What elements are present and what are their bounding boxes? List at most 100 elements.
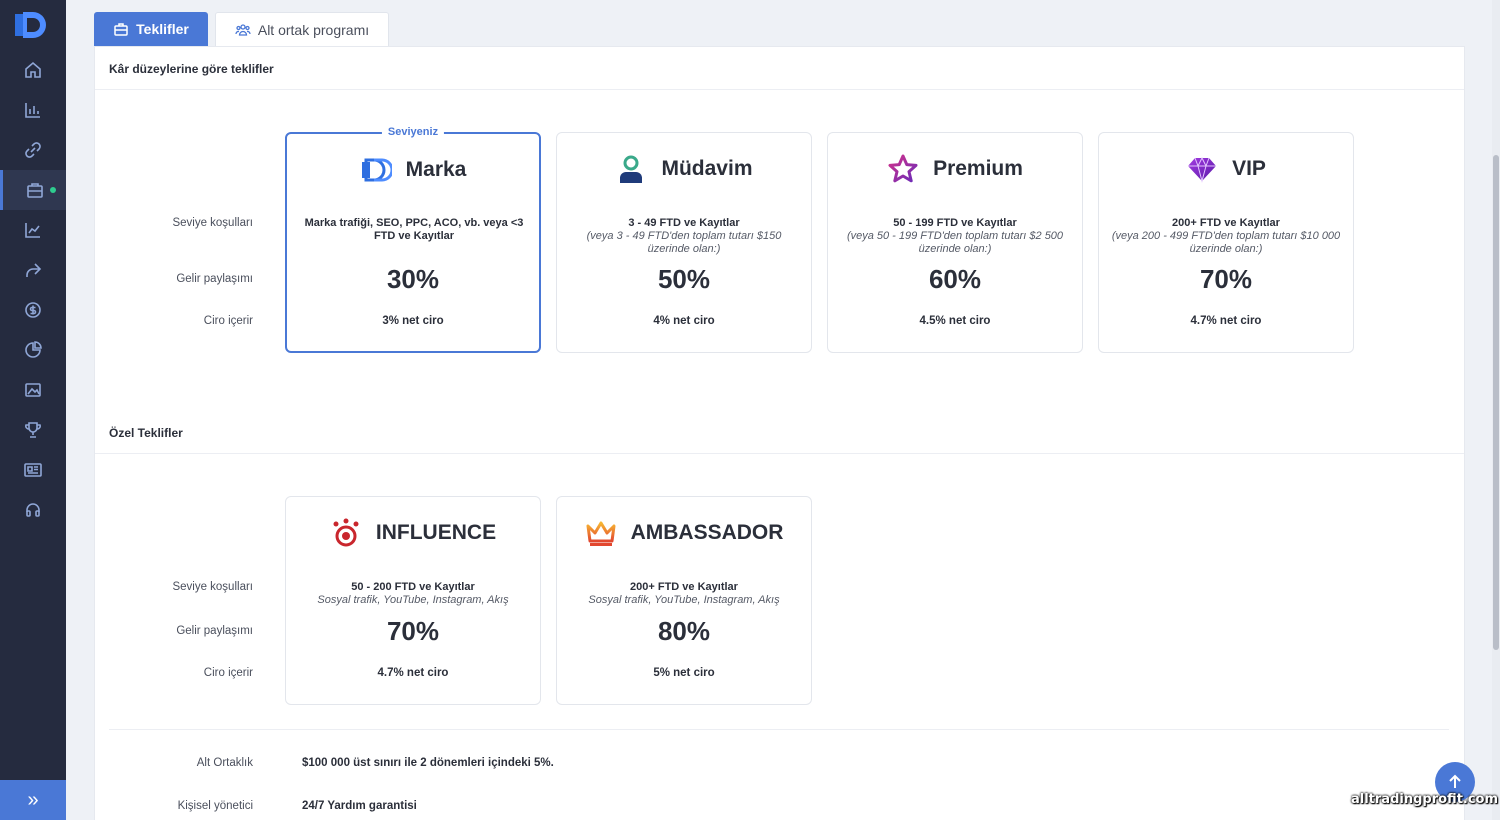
briefcase-icon <box>26 183 43 198</box>
scroll-to-top-button[interactable] <box>1435 762 1475 802</box>
row-label-revenue-share: Gelir paylaşımı <box>176 273 253 285</box>
personal-manager-label: Kişisel yönetici <box>177 800 253 812</box>
row-label-revenue-share: Gelir paylaşımı <box>176 625 253 637</box>
user-icon <box>620 155 643 183</box>
scrollbar-thumb[interactable] <box>1493 155 1499 650</box>
sub-affiliate-value: $100 000 üst sınırı ile 2 dönemleri için… <box>302 757 554 769</box>
level-card-marka[interactable]: Seviyeniz Marka Marka trafiği, SEO, PPC,… <box>285 126 541 353</box>
tab-label: Teklifler <box>136 21 189 37</box>
brand-logo-icon[interactable] <box>15 10 51 40</box>
turnover-value: 4.7% net ciro <box>377 667 449 679</box>
current-level-badge: Seviyeniz <box>381 126 445 138</box>
turnover-value: 5% net ciro <box>653 667 715 679</box>
briefcase-icon <box>114 23 128 36</box>
row-label-conditions: Seviye koşulları <box>172 217 253 229</box>
personal-manager-value: 24/7 Yardım garantisi <box>302 800 417 812</box>
offer-name: INFLUENCE <box>375 521 497 544</box>
level-card-mudavim[interactable]: Müdavim 3 - 49 FTD ve Kayıtlar (veya 3 -… <box>556 132 812 353</box>
image-icon <box>25 383 41 397</box>
level-card-vip[interactable]: VIP 200+ FTD ve Kayıtlar (veya 200 - 499… <box>1098 132 1354 353</box>
turnover-value: 3% net ciro <box>382 315 444 327</box>
double-chevron-right-icon: » <box>27 788 39 811</box>
tab-offers[interactable]: Teklifler <box>94 12 208 46</box>
arrow-up-icon <box>1449 774 1461 788</box>
level-conditions: 3 - 49 FTD ve Kayıtlar (veya 3 - 49 FTD'… <box>569 217 799 256</box>
revenue-share-value: 70% <box>386 616 440 646</box>
conditions-sub: (veya 50 - 199 FTD'den toplam tutarı $2 … <box>846 230 1064 255</box>
tab-label: Alt ortak programı <box>257 21 370 38</box>
divider <box>95 89 1464 90</box>
offer-conditions: 50 - 200 FTD ve Kayıtlar Sosyal trafik, … <box>298 581 528 607</box>
divider <box>95 453 1464 454</box>
offer-conditions: 200+ FTD ve Kayıtlar Sosyal trafik, YouT… <box>569 581 799 607</box>
star-icon <box>888 154 918 183</box>
revenue-share-value: 80% <box>657 616 711 646</box>
level-conditions: 50 - 199 FTD ve Kayıtlar (veya 50 - 199 … <box>840 217 1070 256</box>
level-conditions: 200+ FTD ve Kayıtlar (veya 200 - 499 FTD… <box>1111 217 1341 256</box>
nav-offers[interactable] <box>0 170 66 210</box>
revenue-share-value: 30% <box>386 264 440 294</box>
nav-links[interactable] <box>0 130 66 170</box>
conditions-main: 50 - 199 FTD ve Kayıtlar <box>893 217 1017 229</box>
turnover-value: 4.5% net ciro <box>919 315 991 327</box>
turnover-value: 4% net ciro <box>653 315 715 327</box>
crown-icon <box>586 521 616 546</box>
nav-home[interactable] <box>0 50 66 90</box>
conditions-sub: (veya 3 - 49 FTD'den toplam tutarı $150 … <box>586 230 782 255</box>
influence-icon <box>333 518 359 547</box>
sidebar-collapse-button[interactable]: » <box>0 780 66 820</box>
special-card-influence[interactable]: INFLUENCE 50 - 200 FTD ve Kayıtlar Sosya… <box>285 496 541 705</box>
trend-line-icon <box>25 223 40 238</box>
conditions-sub: Sosyal trafik, YouTube, Instagram, Akış <box>317 594 509 606</box>
profit-levels-title: Kâr düzeylerine göre teklifler <box>109 62 274 76</box>
nav-support[interactable] <box>0 490 66 530</box>
nav-trends[interactable] <box>0 210 66 250</box>
tab-sub-affiliate[interactable]: Alt ortak programı <box>215 12 389 46</box>
conditions-main: 3 - 49 FTD ve Kayıtlar <box>628 217 740 229</box>
users-icon <box>235 23 251 36</box>
revenue-share-value: 60% <box>928 264 982 294</box>
special-card-ambassador[interactable]: AMBASSADOR 200+ FTD ve Kayıtlar Sosyal t… <box>556 496 812 705</box>
newspaper-icon <box>24 463 42 477</box>
level-name: Marka <box>405 158 467 181</box>
row-label-conditions: Seviye koşulları <box>172 581 253 593</box>
nav-news[interactable] <box>0 450 66 490</box>
nav-contests[interactable] <box>0 410 66 450</box>
level-conditions: Marka trafiği, SEO, PPC, ACO, vb. veya <… <box>299 217 529 243</box>
conditions-main: 200+ FTD ve Kayıtlar <box>1172 217 1280 229</box>
offer-name: AMBASSADOR <box>630 521 784 544</box>
nav-reports[interactable] <box>0 330 66 370</box>
nav-statistics[interactable] <box>0 90 66 130</box>
home-icon <box>25 61 41 78</box>
dollar-coin-icon <box>25 302 41 318</box>
conditions-main: 50 - 200 FTD ve Kayıtlar <box>351 581 475 593</box>
row-label-turnover: Ciro içerir <box>203 315 253 327</box>
level-name: VIP <box>1232 157 1266 180</box>
offers-panel: Kâr düzeylerine göre teklifler Seviye ko… <box>94 46 1465 820</box>
divider <box>109 729 1449 730</box>
headset-icon <box>26 503 40 517</box>
conditions-main: 200+ FTD ve Kayıtlar <box>630 581 738 593</box>
nav-payments[interactable] <box>0 290 66 330</box>
nav-promo[interactable] <box>0 370 66 410</box>
page-scrollbar[interactable] <box>1492 0 1500 820</box>
diamond-icon <box>1188 156 1217 183</box>
conditions-sub: (veya 200 - 499 FTD'den toplam tutarı $1… <box>1111 230 1341 255</box>
marka-logo-icon <box>361 158 392 182</box>
sidebar: » <box>0 0 66 820</box>
turnover-value: 4.7% net ciro <box>1190 315 1262 327</box>
pie-chart-icon <box>25 341 42 358</box>
level-card-premium[interactable]: Premium 50 - 199 FTD ve Kayıtlar (veya 5… <box>827 132 1083 353</box>
active-indicator-dot <box>50 187 56 193</box>
nav-share[interactable] <box>0 250 66 290</box>
link-icon <box>25 142 41 158</box>
sub-affiliate-label: Alt Ortaklık <box>196 757 253 769</box>
share-arrow-icon <box>26 263 42 277</box>
conditions-main: Marka trafiği, SEO, PPC, ACO, vb. veya <… <box>304 217 524 242</box>
bar-chart-icon <box>25 103 40 118</box>
revenue-share-value: 70% <box>1199 264 1253 294</box>
watermark: alltradingprofit.com <box>1351 792 1499 807</box>
trophy-icon <box>25 422 41 438</box>
row-label-turnover: Ciro içerir <box>203 667 253 679</box>
special-offers-title: Özel Teklifler <box>109 426 183 440</box>
